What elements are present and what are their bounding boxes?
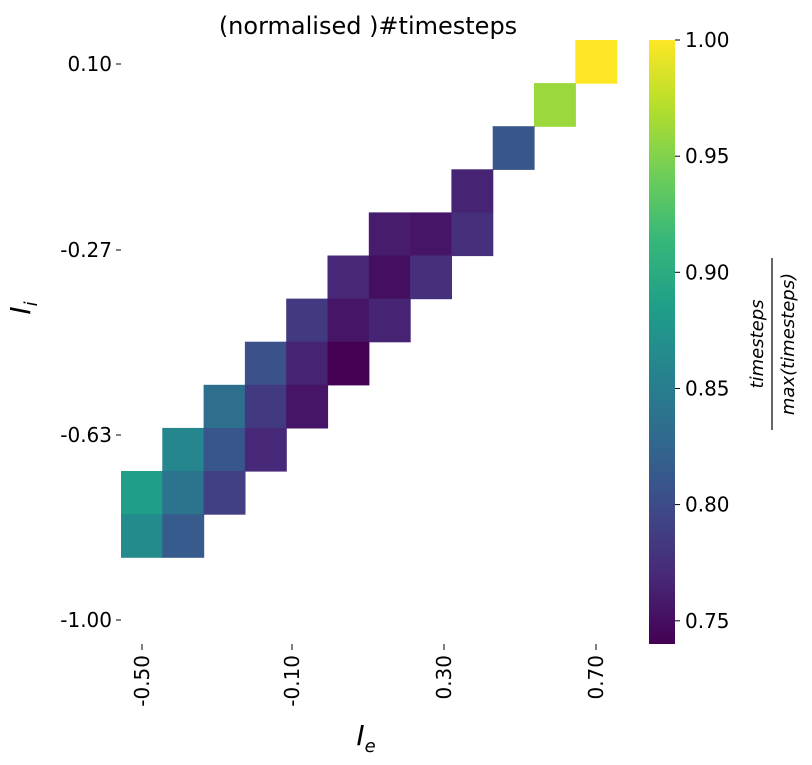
heatmap-cell-20	[203, 427, 246, 472]
heatmap-cell-5	[410, 212, 452, 257]
heatmap-cell-11	[327, 298, 370, 343]
heatmap-cell-15	[327, 341, 370, 386]
colorbar-tick-label-2: 0.85	[685, 377, 730, 401]
y-tick-label-2: -0.63	[60, 423, 112, 447]
heatmap-cell-14	[286, 341, 329, 386]
heatmap-cell-3	[451, 169, 494, 213]
heatmap-cell-18	[286, 384, 329, 429]
colorbar-label-numerator: timesteps	[747, 300, 768, 389]
heatmap-cell-12	[368, 298, 411, 343]
colorbar-tick-label-0: 0.75	[685, 609, 730, 633]
x-axis-ticks: -0.50 -0.10 0.30 0.70	[130, 644, 608, 707]
heatmap-cell-6	[451, 212, 494, 257]
heatmap-cell-8	[368, 255, 411, 300]
colorbar-tick-label-5: 1.00	[685, 28, 730, 52]
heatmap-cells	[121, 40, 618, 558]
heatmap-cell-7	[327, 255, 370, 300]
y-axis-label: Ii	[4, 301, 42, 314]
colorbar-tick-label-4: 0.95	[685, 144, 730, 168]
heatmap-cell-10	[286, 298, 329, 343]
y-axis-ticks: 0.10 -0.27 -0.63 -1.00	[60, 52, 121, 632]
colorbar-tick-label-3: 0.90	[685, 260, 730, 284]
x-axis-label: Ie	[356, 719, 375, 757]
heatmap-cell-19	[162, 427, 205, 472]
x-tick-label-3: 0.70	[584, 655, 608, 700]
heatmap-cell-26	[162, 514, 205, 558]
colorbar-tick-label-1: 0.80	[685, 493, 730, 517]
chart-title: (normalised )#timesteps	[219, 12, 517, 40]
heatmap-cell-22	[121, 471, 163, 515]
colorbar	[649, 40, 675, 644]
heatmap-cell-16	[203, 384, 246, 429]
heatmap-cell-21	[244, 427, 287, 472]
heatmap-cell-4	[368, 212, 411, 257]
colorbar-label: timesteps max(timesteps)	[747, 258, 799, 430]
y-tick-label-1: -0.27	[60, 238, 112, 262]
colorbar-ticks: 0.75 0.80 0.85 0.90 0.95 1.00	[675, 28, 730, 633]
y-tick-label-0: 0.10	[67, 52, 112, 76]
heatmap-cell-13	[244, 341, 287, 386]
heatmap-cell-0	[575, 40, 618, 84]
heatmap-cell-1	[534, 83, 576, 127]
heatmap-cell-2	[492, 126, 535, 170]
x-tick-label-1: -0.10	[280, 655, 304, 707]
heatmap-cell-24	[203, 471, 246, 515]
y-tick-label-3: -1.00	[60, 608, 112, 632]
heatmap-cell-9	[410, 255, 452, 300]
x-tick-label-0: -0.50	[130, 655, 154, 707]
heatmap-cell-25	[121, 514, 163, 558]
x-tick-label-2: 0.30	[432, 655, 456, 700]
heatmap-cell-23	[162, 471, 205, 515]
heatmap-cell-17	[244, 384, 287, 429]
colorbar-label-denominator: max(timesteps)	[778, 273, 799, 415]
